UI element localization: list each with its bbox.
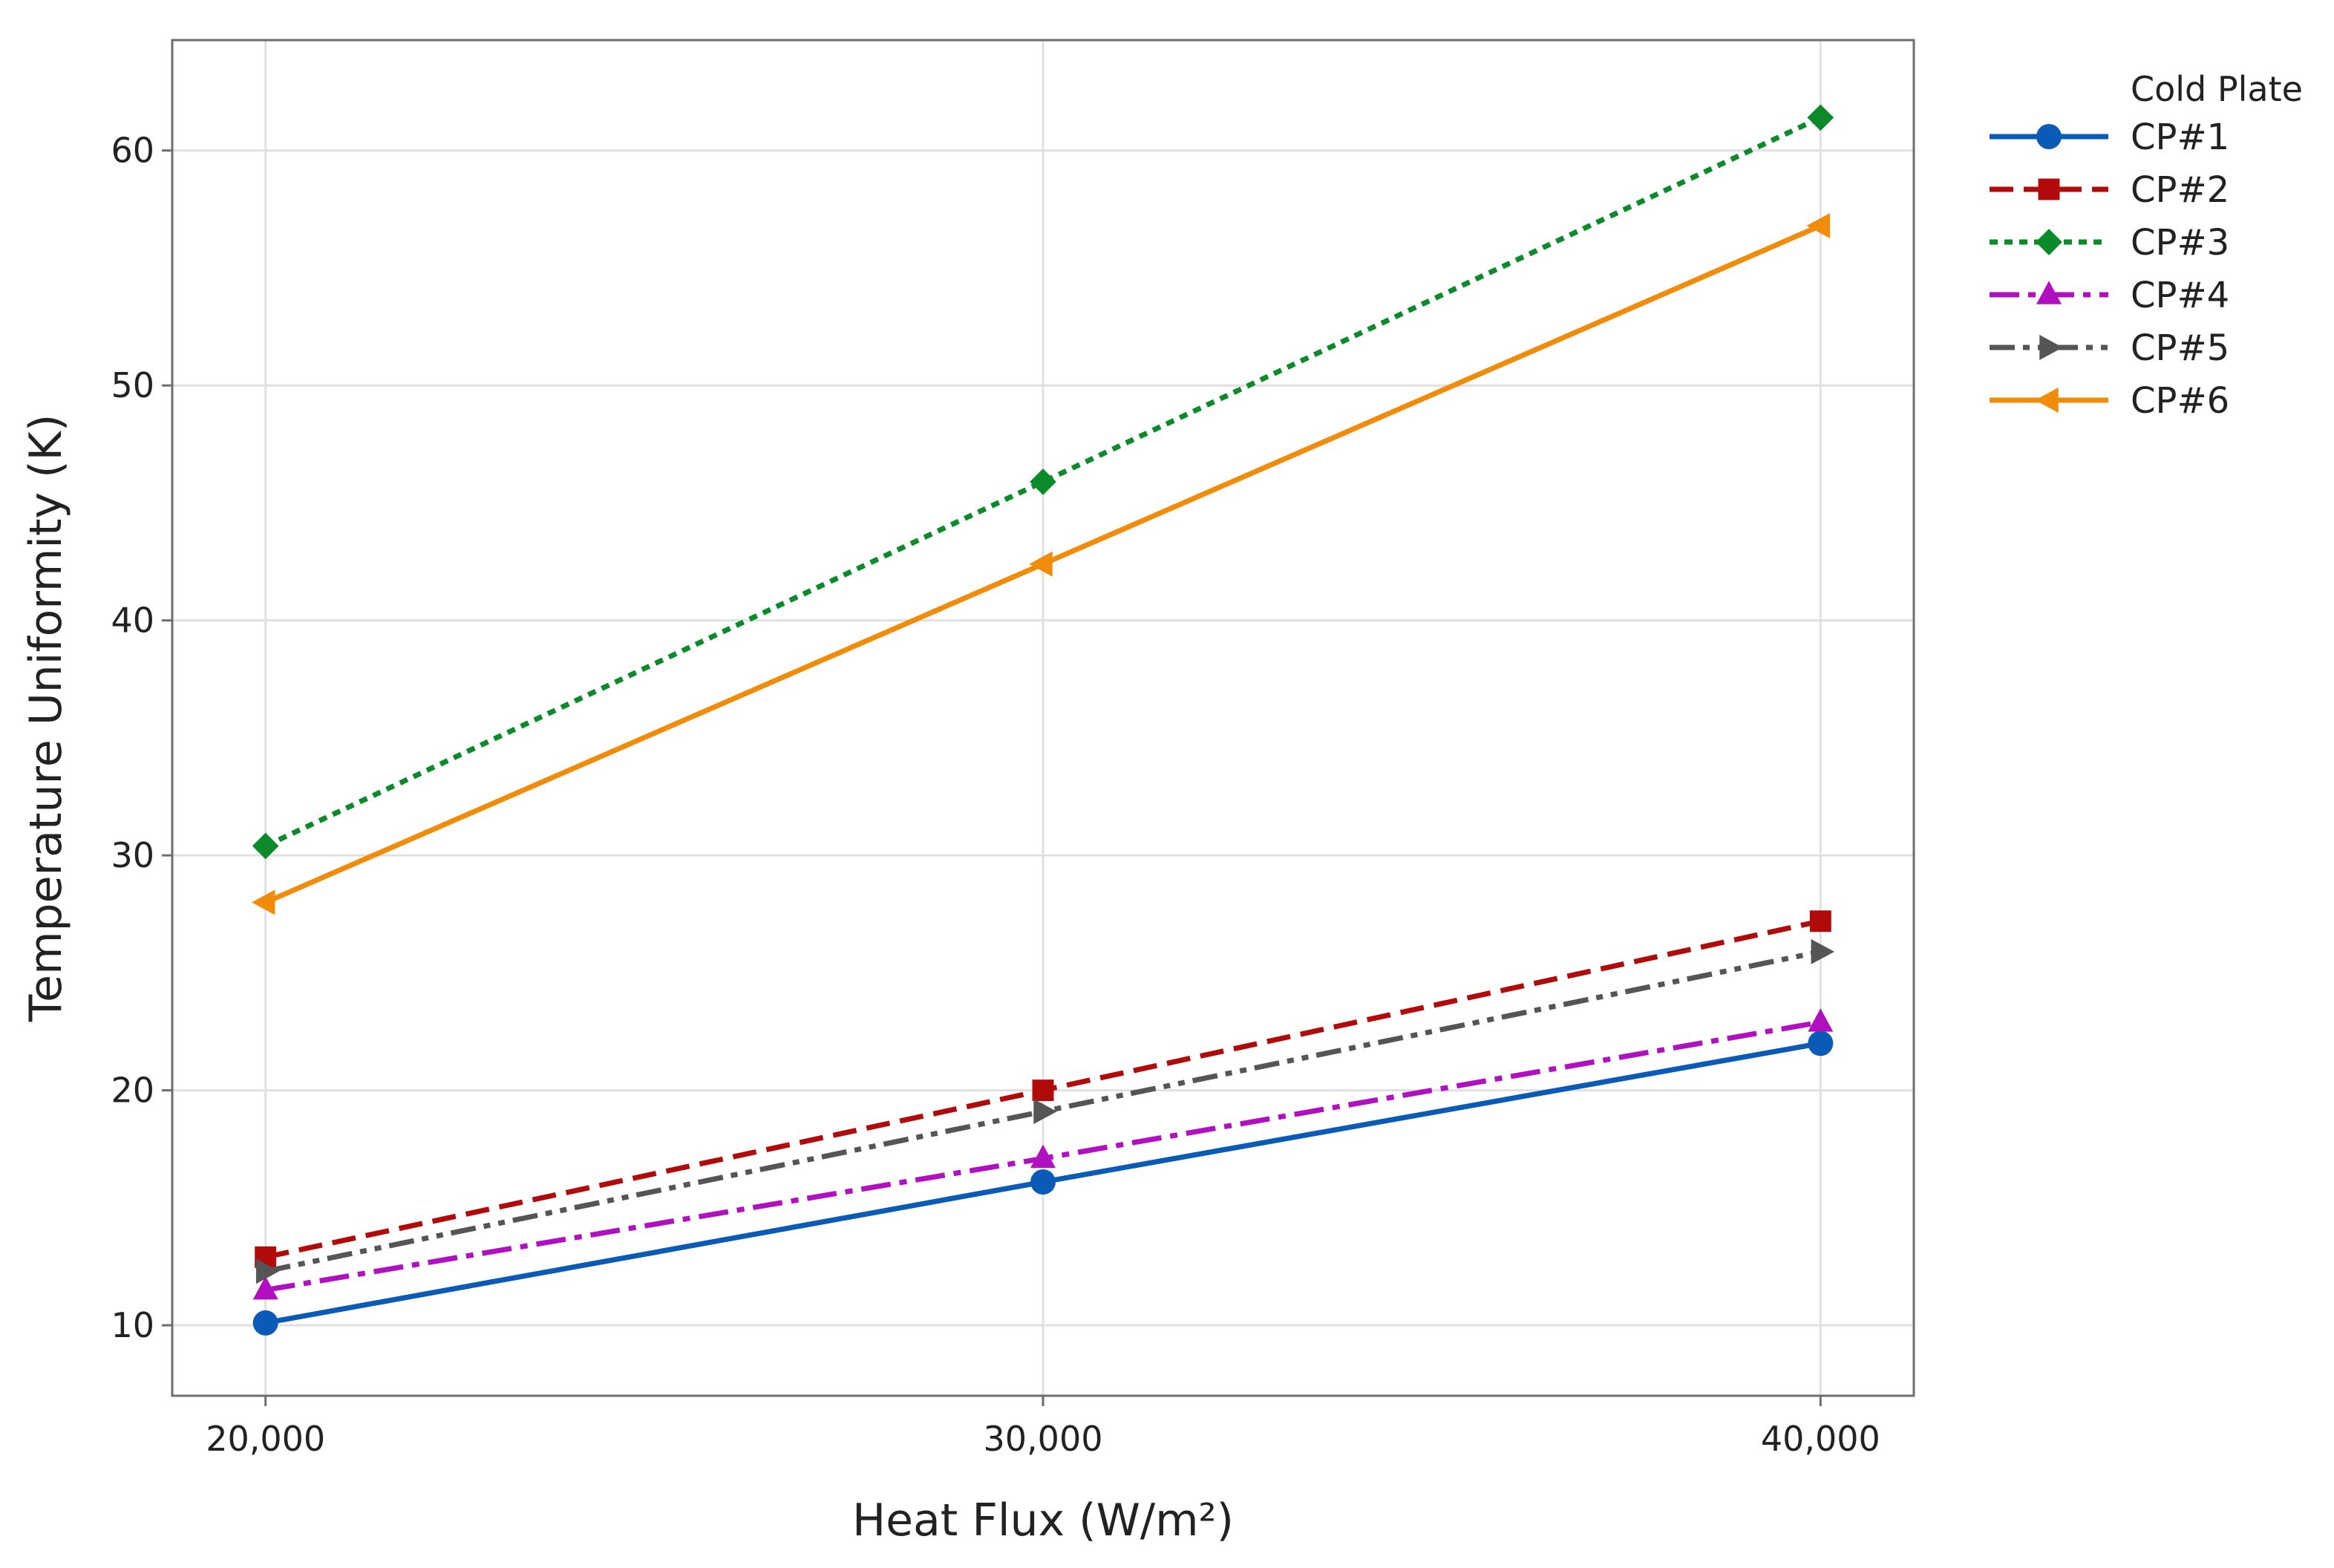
data-point	[1032, 1079, 1054, 1102]
series-CP1	[252, 1030, 1834, 1336]
legend-item: CP#1	[1990, 117, 2229, 158]
data-point	[252, 832, 279, 860]
x-tick-label: 40,000	[1761, 1419, 1880, 1459]
series-CP2	[255, 910, 1831, 1268]
data-point	[251, 889, 275, 915]
x-tick-label: 20,000	[206, 1419, 325, 1459]
data-point	[1808, 1030, 1834, 1056]
legend-marker	[2036, 124, 2062, 149]
data-point	[1807, 104, 1834, 131]
legend-item: CP#4	[1990, 275, 2229, 316]
y-tick-label: 10	[111, 1305, 154, 1345]
legend-item: CP#3	[1990, 222, 2229, 264]
y-tick-label: 20	[111, 1071, 154, 1111]
y-tick-label: 60	[111, 131, 154, 171]
series-CP4	[252, 1008, 1834, 1300]
y-tick-label: 30	[111, 835, 154, 875]
axes: 10 20 30 40 50 60 20,000 30,000 40,000	[111, 131, 1880, 1459]
legend-title: Cold Plate	[2131, 69, 2303, 109]
x-axis-title: Heat Flux (W/m²)	[852, 1494, 1234, 1546]
data-point	[1030, 1144, 1056, 1169]
legend-item: CP#6	[1990, 380, 2229, 422]
legend-item: CP#5	[1990, 327, 2229, 369]
series-layer	[251, 104, 1835, 1336]
data-point	[1808, 1008, 1834, 1032]
data-point	[1033, 1099, 1057, 1125]
legend-marker	[2039, 335, 2063, 360]
legend-label: CP#1	[2131, 117, 2229, 158]
legend-marker	[2036, 229, 2062, 255]
legend-marker	[2036, 281, 2062, 304]
data-point	[252, 1310, 278, 1336]
legend-label: CP#6	[2131, 380, 2229, 422]
legend-label: CP#4	[2131, 275, 2229, 316]
data-point	[255, 1258, 280, 1284]
y-tick-label: 40	[111, 601, 154, 641]
grid	[172, 40, 1914, 1396]
legend-label: CP#3	[2131, 222, 2229, 264]
legend-marker	[2035, 388, 2059, 413]
data-point	[252, 1275, 278, 1300]
y-tick-label: 50	[111, 365, 154, 405]
legend-item: CP#2	[1990, 169, 2229, 211]
legend: Cold Plate CP#1 CP#2 CP#3 CP#4 CP#5 CP#6	[1990, 69, 2303, 422]
data-point	[1029, 551, 1053, 577]
data-point	[1030, 468, 1056, 495]
legend-label: CP#2	[2131, 169, 2229, 211]
legend-marker	[2038, 178, 2060, 200]
legend-label: CP#5	[2131, 327, 2229, 369]
series-CP5	[255, 938, 1835, 1284]
data-point	[1806, 213, 1831, 239]
series-CP3	[252, 104, 1834, 860]
data-point	[1030, 1169, 1056, 1195]
y-axis-title: Temperature Uniformity (K)	[20, 414, 72, 1023]
series-CP6	[251, 213, 1831, 915]
data-point	[1809, 910, 1831, 932]
x-tick-label: 30,000	[984, 1419, 1103, 1459]
data-point	[1811, 938, 1835, 964]
series-line	[264, 115, 1822, 849]
